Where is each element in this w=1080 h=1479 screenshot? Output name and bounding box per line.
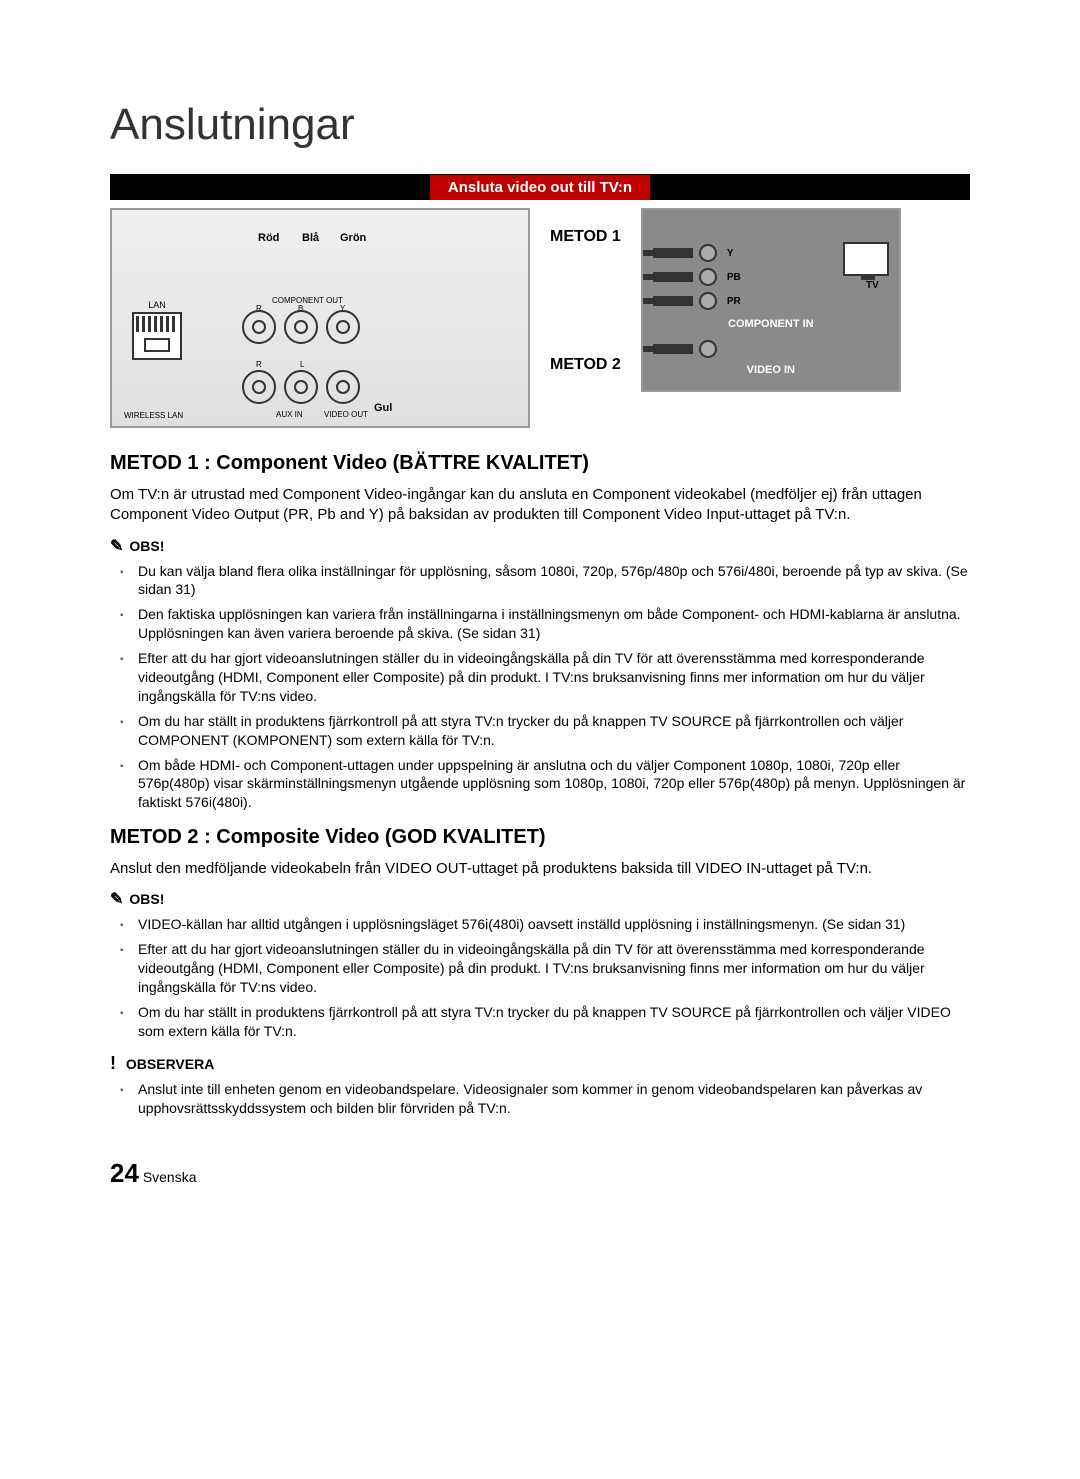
page-footer: 24 Svenska xyxy=(110,1158,970,1189)
videoout-label: VIDEO OUT xyxy=(324,410,368,419)
obs-label-2: OBS! xyxy=(129,891,164,907)
list-item: Om du har ställt in produktens fjärrkont… xyxy=(138,712,970,750)
list-item: Efter att du har gjort videoanslutningen… xyxy=(138,649,970,706)
component-port-y xyxy=(326,310,360,344)
label-rod: Röd xyxy=(258,232,279,244)
method1-heading: METOD 1 : Component Video (BÄTTRE KVALIT… xyxy=(110,452,970,475)
section-bar-label: Ansluta video out till TV:n xyxy=(430,175,650,200)
page-lang: Svenska xyxy=(143,1169,197,1185)
list-item: Anslut inte till enheten genom en videob… xyxy=(138,1080,970,1118)
jack-y: Y xyxy=(727,248,734,259)
method2-notes: VIDEO-källan har alltid utgången i upplö… xyxy=(110,915,970,1040)
method2-label: METOD 2 xyxy=(550,356,621,374)
page-number: 24 xyxy=(110,1158,139,1188)
tv-label: TV xyxy=(866,280,879,291)
method2-body: Anslut den medföljande videokabeln från … xyxy=(110,859,970,879)
list-item: Den faktiska upplösningen kan variera fr… xyxy=(138,605,970,643)
list-item: Efter att du har gjort videoanslutningen… xyxy=(138,940,970,997)
tv-panel: TV Y PB PR COMPONENT IN VIDEO IN xyxy=(641,208,901,392)
observera-label: OBSERVERA xyxy=(126,1056,214,1072)
component-port-r xyxy=(242,310,276,344)
section-bar: Ansluta video out till TV:n xyxy=(110,174,970,200)
note-icon: ✎ xyxy=(110,889,123,909)
obs-label-1: OBS! xyxy=(129,538,164,554)
method2-heading: METOD 2 : Composite Video (GOD KVALITET) xyxy=(110,826,970,849)
warning-icon: ! xyxy=(110,1053,116,1073)
method1-label: METOD 1 xyxy=(550,228,621,246)
video-in-label: VIDEO IN xyxy=(653,364,889,376)
list-item: Om både HDMI- och Component-uttagen unde… xyxy=(138,756,970,813)
component-in-label: COMPONENT IN xyxy=(653,318,889,330)
observera-head: ! OBSERVERA xyxy=(110,1053,970,1074)
video-out-port xyxy=(326,370,360,404)
list-item: VIDEO-källan har alltid utgången i upplö… xyxy=(138,915,970,934)
observera-notes: Anslut inte till enheten genom en videob… xyxy=(110,1080,970,1118)
list-item: Du kan välja bland flera olika inställni… xyxy=(138,562,970,600)
tv-icon xyxy=(843,242,889,276)
method1-notes: Du kan välja bland flera olika inställni… xyxy=(110,562,970,813)
gul-label: Gul xyxy=(374,402,392,414)
device-back-panel: Röd Blå Grön LAN WIRELESS LAN COMPONENT … xyxy=(110,208,530,428)
list-item: Om du har ställt in produktens fjärrkont… xyxy=(138,1003,970,1041)
connection-diagram: Röd Blå Grön LAN WIRELESS LAN COMPONENT … xyxy=(110,208,970,428)
component-out-label: COMPONENT OUT xyxy=(272,296,343,305)
r2-label: R xyxy=(256,360,262,369)
l-label: L xyxy=(300,360,304,369)
jack-pr: PR xyxy=(727,296,741,307)
lan-port-area: LAN xyxy=(132,300,182,360)
aux-port-r xyxy=(242,370,276,404)
label-bla: Blå xyxy=(302,232,319,244)
method1-obs-head: ✎ OBS! xyxy=(110,536,970,556)
label-gron: Grön xyxy=(340,232,366,244)
wireless-lan-label: WIRELESS LAN xyxy=(124,411,183,420)
jack-pb: PB xyxy=(727,272,741,283)
page-title: Anslutningar xyxy=(110,100,970,150)
auxin-label: AUX IN xyxy=(276,410,303,419)
note-icon: ✎ xyxy=(110,536,123,556)
component-port-b xyxy=(284,310,318,344)
lan-label: LAN xyxy=(148,300,166,310)
aux-port-l xyxy=(284,370,318,404)
method2-obs-head: ✎ OBS! xyxy=(110,889,970,909)
method1-body: Om TV:n är utrustad med Component Video-… xyxy=(110,485,970,526)
